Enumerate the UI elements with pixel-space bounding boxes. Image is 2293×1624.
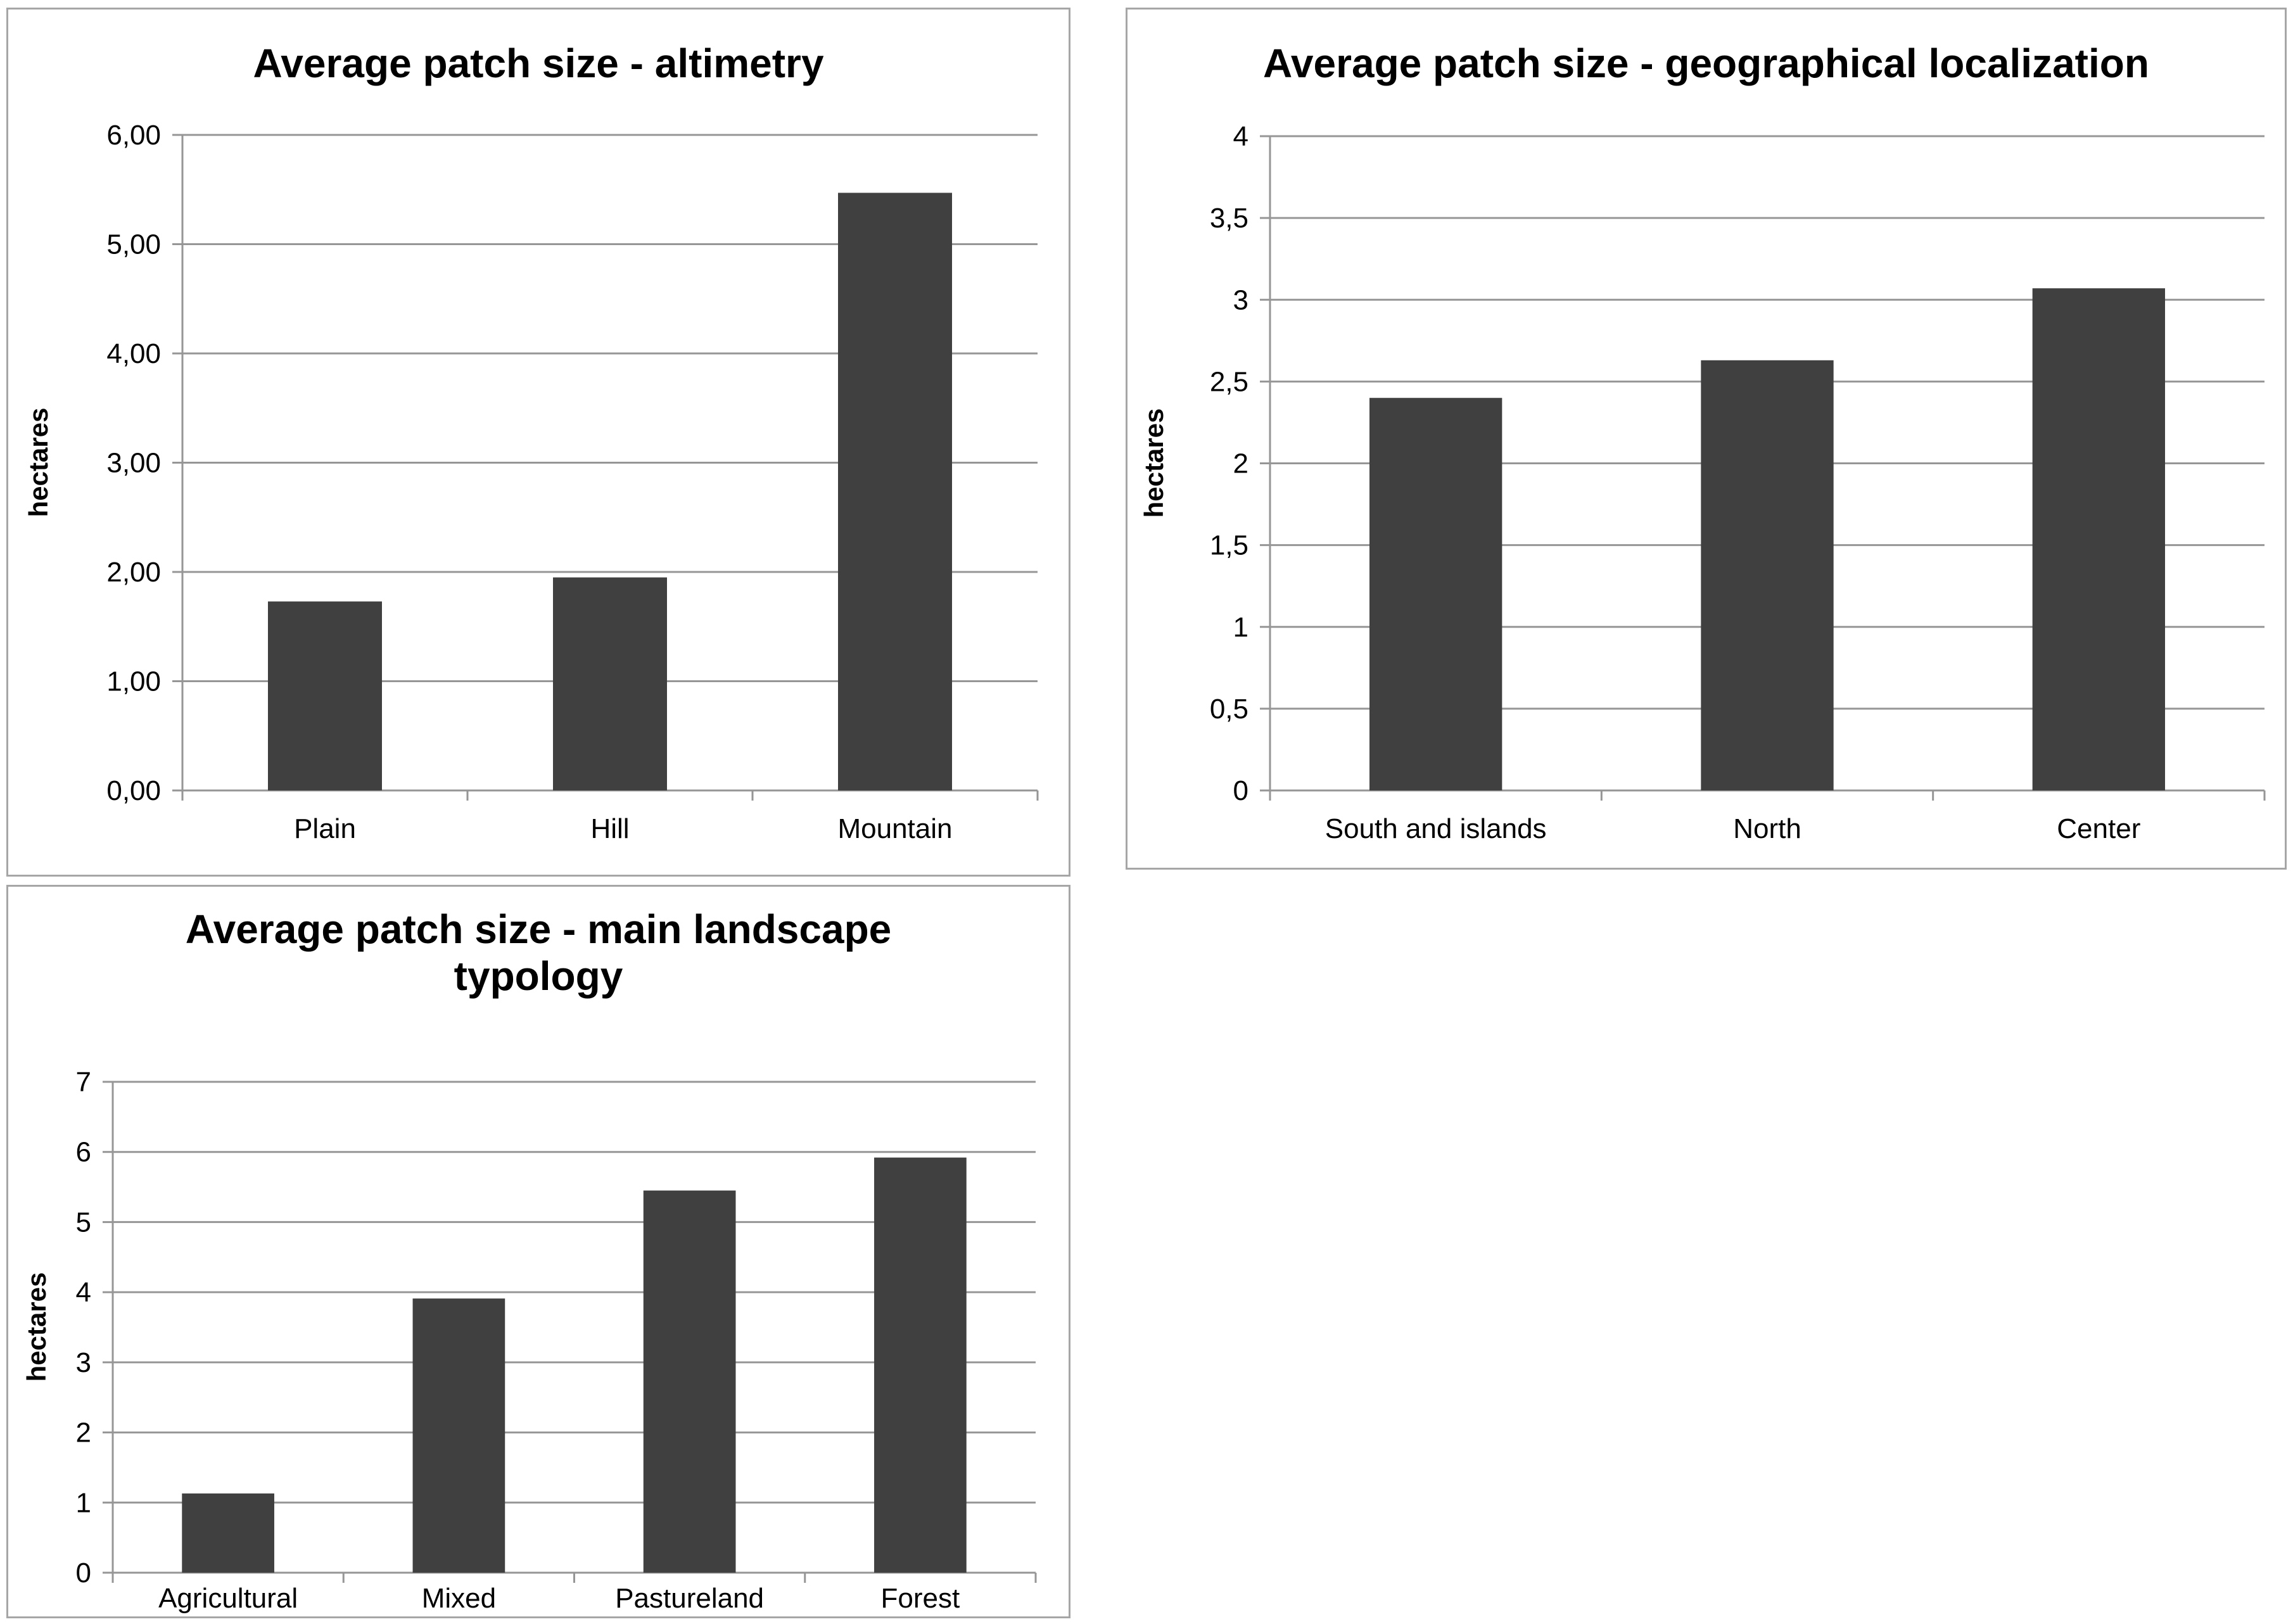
chart-title: Average patch size - main landscape typo…	[185, 906, 892, 999]
x-category-label: Hill	[590, 813, 629, 844]
chart-title: Average patch size - geographical locali…	[1263, 41, 2149, 86]
bar-agricultural	[182, 1493, 274, 1573]
chart-title: Average patch size - altimetry	[253, 41, 824, 86]
x-category-label: Mixed	[422, 1583, 496, 1614]
y-tick-label: 4	[1233, 121, 1248, 152]
chart-panel-altimetry: Average patch size - altimetry hectares …	[6, 8, 1070, 877]
x-category-label: Pastureland	[615, 1583, 764, 1614]
bar-chart-svg: 0 1 2 3 4 5 6 7 Agricultural Mixed Pastureland Fore…	[76, 1067, 1037, 1614]
bar-forest	[874, 1157, 967, 1573]
chart-panel-geographical-localization: Average patch size - geographical locali…	[1126, 8, 2287, 870]
y-tick-label: 3	[76, 1347, 91, 1378]
x-category-label: Plain	[294, 813, 356, 844]
y-tick-label: 6,00	[106, 120, 161, 151]
y-tick-label: 6	[76, 1137, 91, 1168]
y-tick-label: 0,5	[1210, 694, 1248, 725]
x-category-label: Forest	[881, 1583, 960, 1614]
y-tick-label: 1,5	[1210, 530, 1248, 561]
x-category-label: Center	[2057, 813, 2140, 844]
y-tick-label: 0,00	[106, 775, 161, 806]
y-tick-label: 2,5	[1210, 366, 1248, 397]
x-category-label: Mountain	[837, 813, 952, 844]
bar-plain	[268, 601, 382, 790]
y-tick-label: 3	[1233, 284, 1248, 315]
bar-chart-svg: 0,00 1,00 2,00 3,00 4,00 5,00 6,00 Plain Hill Mou…	[106, 120, 1039, 844]
y-tick-label: 1,00	[106, 666, 161, 697]
bar-hill	[553, 577, 667, 790]
bar-center	[2032, 288, 2165, 790]
y-tick-label: 5	[76, 1207, 91, 1238]
y-tick-label: 1	[1233, 612, 1248, 643]
bar-pastureland	[643, 1190, 736, 1573]
bar-north	[1701, 360, 1834, 790]
y-tick-label: 7	[76, 1067, 91, 1098]
y-tick-label: 2	[1233, 448, 1248, 479]
y-tick-label: 0	[1233, 775, 1248, 806]
y-tick-label: 2	[76, 1418, 91, 1449]
y-tick-label: 0	[76, 1557, 91, 1589]
chart-panel-landscape-typology: Average patch size - main landscape typo…	[6, 885, 1070, 1618]
bar-mountain	[838, 193, 952, 790]
x-category-label: South and islands	[1325, 813, 1547, 844]
y-tick-label: 2,00	[106, 557, 161, 588]
y-tick-label: 4,00	[106, 338, 161, 369]
y-tick-label: 5,00	[106, 229, 161, 260]
bar-mixed	[412, 1298, 505, 1573]
bar-south-and-islands	[1369, 398, 1502, 790]
x-category-label: Agricultural	[158, 1583, 298, 1614]
bar-chart-svg: 0 0,5 1 1,5 2 2,5 3 3,5 4 South and islands North C…	[1210, 121, 2266, 844]
y-tick-label: 3,5	[1210, 203, 1248, 234]
y-tick-label: 1	[76, 1487, 91, 1518]
y-tick-label: 4	[76, 1277, 91, 1308]
y-tick-label: 3,00	[106, 448, 161, 479]
x-category-label: North	[1733, 813, 1801, 844]
